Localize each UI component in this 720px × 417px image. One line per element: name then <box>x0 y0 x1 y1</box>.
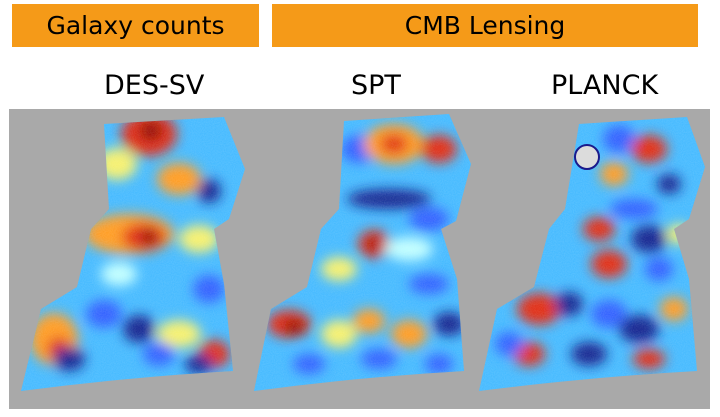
planck-title: PLANCK <box>551 69 659 101</box>
cmb-lensing-banner: CMB Lensing <box>272 4 698 47</box>
sky-maps-figure <box>9 109 710 409</box>
masked-hole <box>574 144 600 170</box>
spt-title: SPT <box>351 69 401 101</box>
cmb-lensing-label: CMB Lensing <box>404 11 566 40</box>
galaxy-counts-label: Galaxy counts <box>46 11 225 40</box>
galaxy-counts-banner: Galaxy counts <box>12 4 259 47</box>
des-sv-title: DES-SV <box>104 69 205 101</box>
